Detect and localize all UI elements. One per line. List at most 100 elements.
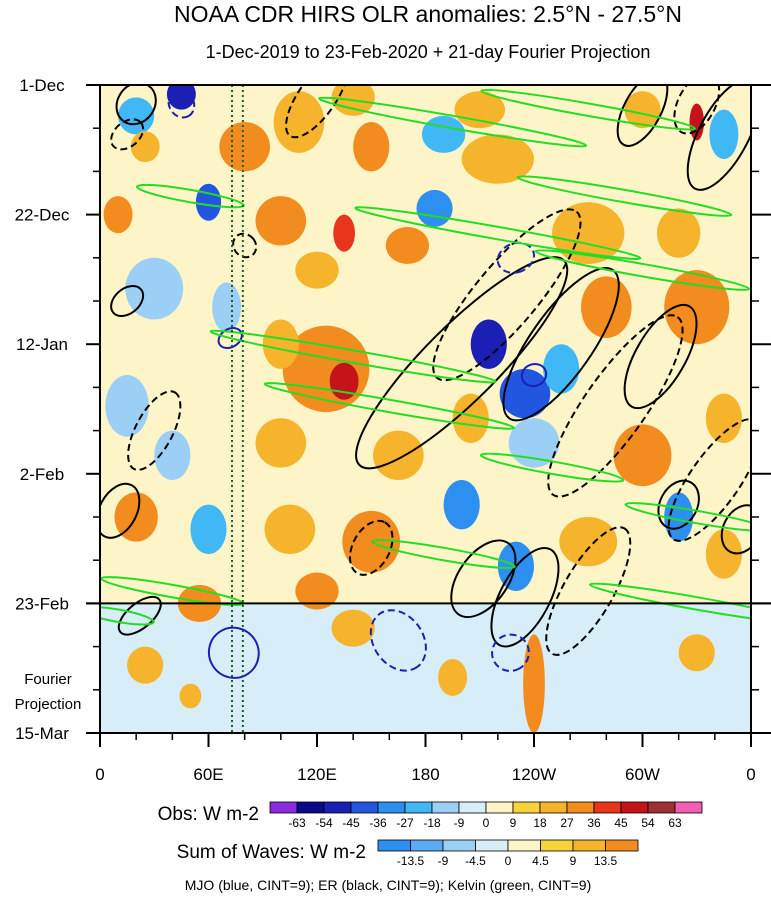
kelvin-contour <box>479 452 625 483</box>
er-contour <box>110 118 145 151</box>
colorbar-swatch <box>442 839 476 852</box>
colorbar-swatch <box>512 801 541 814</box>
anomaly-blob <box>523 634 545 733</box>
wave-colorbar-label: Sum of Waves: W m-2 <box>177 842 366 863</box>
anomaly-blob <box>166 85 196 110</box>
mjo-contour <box>496 241 536 274</box>
wave-legend-footnote: MJO (blue, CINT=9); ER (black, CINT=9); … <box>185 877 592 893</box>
er-contour <box>686 85 751 191</box>
anomaly-blob <box>264 504 316 555</box>
mjo-contour <box>520 363 548 388</box>
projection-label-line1: Fourier <box>24 671 72 688</box>
colorbar-swatch <box>377 839 411 852</box>
obs-colorbar-label: Obs: W m-2 <box>158 804 259 825</box>
anomaly-blob <box>705 393 742 443</box>
anomaly-blob <box>195 183 222 221</box>
anomaly-blob <box>421 115 466 153</box>
y-tick-label: 22-Dec <box>15 206 70 225</box>
anomaly-blob <box>543 344 580 394</box>
anomaly-blob <box>130 131 160 163</box>
wave-colorbar: -13.5 -9 -4.5 0 4.5 9 13.5 <box>377 839 639 868</box>
colorbar-swatch <box>475 839 509 852</box>
anomaly-blob <box>656 208 701 258</box>
er-contour <box>348 519 394 576</box>
er-contour <box>547 314 684 498</box>
anomaly-blob <box>105 375 149 437</box>
colorbar-swatch <box>485 801 514 814</box>
colorbar-swatch <box>350 801 379 814</box>
y-tick-label: 12-Jan <box>16 335 68 354</box>
kelvin-contour <box>624 502 751 532</box>
anomaly-blob <box>508 418 560 468</box>
anomaly-blob <box>373 430 424 480</box>
colorbar-level: -9 <box>454 816 465 830</box>
colorbar-swatch <box>458 801 487 814</box>
y-tick-label: 23-Feb <box>15 594 69 613</box>
projection-label-line2: Projection <box>15 696 82 713</box>
er-contour <box>673 85 721 135</box>
anomaly-blob <box>342 510 401 573</box>
y-tick-label: 2-Feb <box>20 465 64 484</box>
obs-colorbar: -63 -54 -45 -36 -27 -18 -9 0 9 18 27 36 45 54 63 <box>269 801 703 830</box>
kelvin-contour <box>209 329 497 384</box>
anomaly-blob <box>295 251 339 289</box>
mjo-contour <box>369 609 427 672</box>
colorbar-level: -18 <box>423 816 441 830</box>
colorbar-level: 45 <box>614 816 628 830</box>
colorbar-level: -45 <box>342 816 360 830</box>
x-tick-label: 60W <box>625 765 660 784</box>
kelvin-contour <box>371 539 516 569</box>
colorbar-level: -27 <box>396 816 414 830</box>
anomaly-blob <box>212 634 242 672</box>
anomaly-blob <box>333 214 355 252</box>
mjo-contour <box>217 327 243 349</box>
colorbar-level: 9 <box>510 816 517 830</box>
x-tick-label: 120W <box>512 765 556 784</box>
er-contour <box>490 546 560 648</box>
anomaly-blob <box>452 393 489 443</box>
kelvin-contour <box>100 606 155 626</box>
colorbar-swatch <box>431 801 460 814</box>
er-contour <box>110 285 145 317</box>
chart-title: NOAA CDR HIRS OLR anomalies: 2.5°N - 27.… <box>174 1 682 27</box>
colorbar-swatch <box>593 801 622 814</box>
anomaly-blob <box>190 504 227 555</box>
anomaly-blob <box>255 418 307 468</box>
anomaly-blob <box>678 634 715 672</box>
x-tick-label: 120E <box>297 765 337 784</box>
kelvin-contour <box>263 382 515 430</box>
anomaly-blob <box>438 658 468 696</box>
colorbar-swatch <box>410 839 444 852</box>
kelvin-contour <box>480 88 697 131</box>
colorbar-level: 13.5 <box>594 854 618 868</box>
er-contour <box>720 504 751 555</box>
kelvin-contour <box>516 175 733 217</box>
anomaly-blob <box>295 572 339 610</box>
colorbar-swatch <box>404 801 433 814</box>
plot-area <box>100 85 751 733</box>
colorbar-swatch <box>296 801 325 814</box>
colorbar-level: -13.5 <box>397 854 425 868</box>
colorbar-level: -54 <box>315 816 333 830</box>
anomaly-blob <box>470 319 507 369</box>
kelvin-contour <box>354 206 642 260</box>
kelvin-contour <box>534 249 751 291</box>
anomaly-blob <box>212 282 242 332</box>
anomaly-blob <box>154 430 191 480</box>
colorbar-level: 0 <box>483 816 490 830</box>
kelvin-contour <box>318 96 588 148</box>
er-contour <box>127 390 182 471</box>
mjo-contour <box>167 88 196 119</box>
colorbar-swatch <box>269 801 298 814</box>
er-contour <box>657 479 700 530</box>
colorbar-level: 27 <box>560 816 574 830</box>
er-contour <box>667 418 751 542</box>
colorbar-swatch <box>566 801 595 814</box>
chart-subtitle: 1-Dec-2019 to 23-Feb-2020 + 21-day Fouri… <box>206 42 651 62</box>
anomaly-blob <box>709 109 739 160</box>
colorbar-swatch <box>674 801 703 814</box>
colorbar-swatch <box>572 839 606 852</box>
anomaly-blob <box>262 319 299 369</box>
colorbar-swatch <box>540 839 574 852</box>
